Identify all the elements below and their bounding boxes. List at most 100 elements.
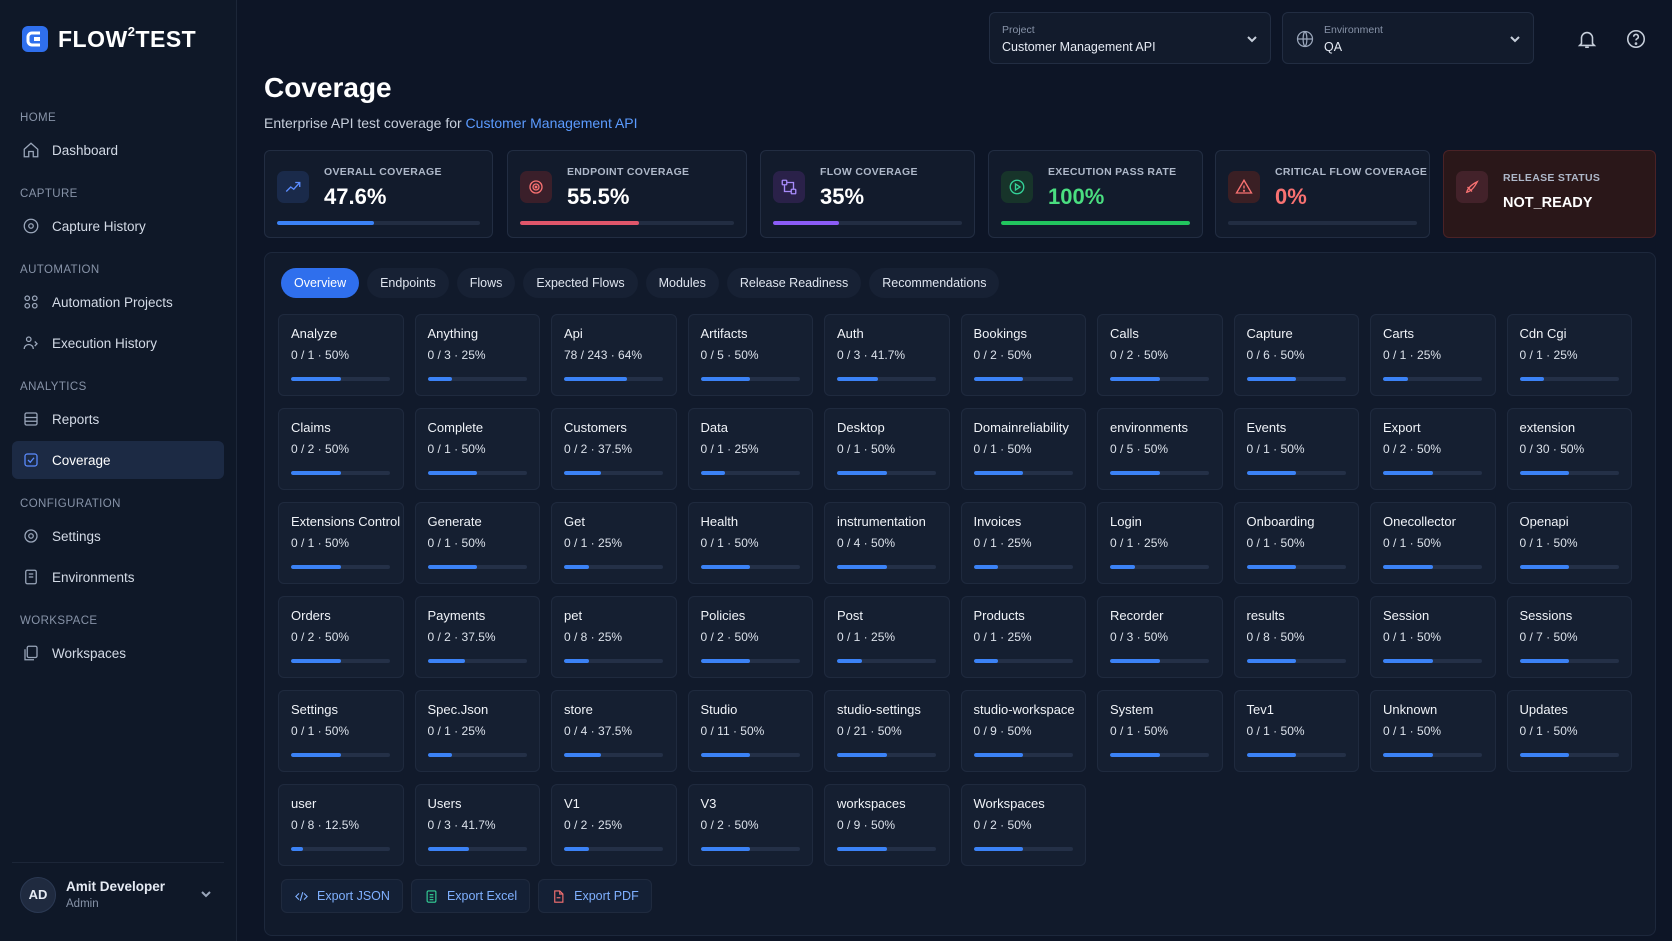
project-select[interactable]: Project Customer Management API — [989, 12, 1271, 64]
tab-recommendations[interactable]: Recommendations — [869, 268, 1000, 298]
module-card[interactable]: Updates 0 / 1 · 50% — [1506, 690, 1632, 772]
module-card[interactable]: workspaces 0 / 9 · 50% — [824, 784, 950, 866]
module-card[interactable]: Events 0 / 1 · 50% — [1233, 408, 1359, 490]
sidebar-item-execution-history[interactable]: Execution History — [12, 324, 224, 362]
module-card[interactable]: Unknown 0 / 1 · 50% — [1370, 690, 1496, 772]
project-link[interactable]: Customer Management API — [465, 115, 638, 131]
sidebar-item-environments[interactable]: Environments — [12, 558, 224, 596]
tab-modules[interactable]: Modules — [645, 268, 719, 298]
environment-select[interactable]: Environment QA — [1282, 12, 1534, 64]
app-logo[interactable]: FLOW2TEST — [20, 24, 196, 54]
module-card[interactable]: Orders 0 / 2 · 50% — [278, 596, 404, 678]
module-card[interactable]: Calls 0 / 2 · 50% — [1097, 314, 1223, 396]
module-card[interactable]: Invoices 0 / 1 · 25% — [960, 502, 1086, 584]
module-card[interactable]: Claims 0 / 2 · 50% — [278, 408, 404, 490]
module-card[interactable]: Auth 0 / 3 · 41.7% — [824, 314, 950, 396]
module-card[interactable]: Health 0 / 1 · 50% — [687, 502, 813, 584]
module-stat: 0 / 1 · 25% — [973, 630, 1032, 644]
tab-flows[interactable]: Flows — [456, 268, 516, 298]
module-card[interactable]: Api 78 / 243 · 64% — [551, 314, 677, 396]
module-stat: 0 / 2 · 50% — [973, 348, 1032, 362]
module-name: Session — [1383, 608, 1430, 623]
export-json-button[interactable]: Export JSON — [281, 879, 403, 913]
module-card[interactable]: Sessions 0 / 7 · 50% — [1506, 596, 1632, 678]
module-progress — [1110, 471, 1209, 475]
module-progress — [837, 753, 936, 757]
sidebar-item-capture-history[interactable]: Capture History — [12, 207, 224, 245]
module-card[interactable]: pet 0 / 8 · 25% — [551, 596, 677, 678]
module-card[interactable]: Carts 0 / 1 · 25% — [1370, 314, 1496, 396]
module-name: Claims — [291, 420, 331, 435]
module-card[interactable]: Generate 0 / 1 · 50% — [414, 502, 540, 584]
module-card[interactable]: V1 0 / 2 · 25% — [551, 784, 677, 866]
module-card[interactable]: Tev1 0 / 1 · 50% — [1233, 690, 1359, 772]
module-card[interactable]: Recorder 0 / 3 · 50% — [1097, 596, 1223, 678]
module-name: Bookings — [973, 326, 1027, 341]
module-progress-fill — [973, 565, 999, 569]
module-card[interactable]: Onecollector 0 / 1 · 50% — [1370, 502, 1496, 584]
module-card[interactable]: results 0 / 8 · 50% — [1233, 596, 1359, 678]
tab-endpoints[interactable]: Endpoints — [367, 268, 449, 298]
sidebar-item-dashboard[interactable]: Dashboard — [12, 131, 224, 169]
module-card[interactable]: Cdn Cgi 0 / 1 · 25% — [1506, 314, 1632, 396]
tab-expected-flows[interactable]: Expected Flows — [523, 268, 638, 298]
module-card[interactable]: studio-workspace 0 / 9 · 50% — [960, 690, 1086, 772]
export-excel-button[interactable]: Export Excel — [410, 879, 531, 913]
module-card[interactable]: Complete 0 / 1 · 50% — [414, 408, 540, 490]
module-card[interactable]: store 0 / 4 · 37.5% — [551, 690, 677, 772]
kpi-value: 55.5% — [567, 184, 630, 209]
module-card[interactable]: Products 0 / 1 · 25% — [960, 596, 1086, 678]
module-card[interactable]: Openapi 0 / 1 · 50% — [1506, 502, 1632, 584]
module-card[interactable]: Extensions Control 0 / 1 · 50% — [278, 502, 404, 584]
sidebar-item-label: Automation Projects — [52, 294, 173, 310]
module-card[interactable]: System 0 / 1 · 50% — [1097, 690, 1223, 772]
module-card[interactable]: Anything 0 / 3 · 25% — [414, 314, 540, 396]
module-card[interactable]: Settings 0 / 1 · 50% — [278, 690, 404, 772]
module-progress-fill — [1246, 565, 1296, 569]
module-card[interactable]: Export 0 / 2 · 50% — [1370, 408, 1496, 490]
module-card[interactable]: environments 0 / 5 · 50% — [1097, 408, 1223, 490]
module-card[interactable]: Onboarding 0 / 1 · 50% — [1233, 502, 1359, 584]
module-card[interactable]: Capture 0 / 6 · 50% — [1233, 314, 1359, 396]
module-stat: 0 / 5 · 50% — [700, 348, 759, 362]
module-card[interactable]: extension 0 / 30 · 50% — [1506, 408, 1632, 490]
module-stat: 0 / 1 · 50% — [291, 724, 350, 738]
module-card[interactable]: Bookings 0 / 2 · 50% — [960, 314, 1086, 396]
sidebar-item-automation-projects[interactable]: Automation Projects — [12, 283, 224, 321]
module-card[interactable]: Artifacts 0 / 5 · 50% — [687, 314, 813, 396]
export-pdf-button[interactable]: Export PDF — [538, 879, 652, 913]
user-menu[interactable]: AD Amit Developer Admin — [12, 862, 224, 926]
module-name: Capture — [1246, 326, 1293, 341]
module-stat: 0 / 1 · 50% — [1383, 724, 1442, 738]
module-card[interactable]: Session 0 / 1 · 50% — [1370, 596, 1496, 678]
module-card[interactable]: Data 0 / 1 · 25% — [687, 408, 813, 490]
bell-icon[interactable] — [1576, 28, 1598, 50]
module-card[interactable]: Login 0 / 1 · 25% — [1097, 502, 1223, 584]
module-card[interactable]: Desktop 0 / 1 · 50% — [824, 408, 950, 490]
tab-overview[interactable]: Overview — [281, 268, 360, 298]
module-card[interactable]: Studio 0 / 11 · 50% — [687, 690, 813, 772]
module-card[interactable]: Domainreliability 0 / 1 · 50% — [960, 408, 1086, 490]
sidebar-item-coverage[interactable]: Coverage — [12, 441, 224, 479]
module-card[interactable]: Post 0 / 1 · 25% — [824, 596, 950, 678]
module-progress — [427, 565, 527, 569]
module-card[interactable]: studio-settings 0 / 21 · 50% — [824, 690, 950, 772]
module-card[interactable]: Policies 0 / 2 · 50% — [687, 596, 813, 678]
tab-release-readiness[interactable]: Release Readiness — [726, 268, 862, 298]
module-card[interactable]: Workspaces 0 / 2 · 50% — [960, 784, 1086, 866]
module-card[interactable]: user 0 / 8 · 12.5% — [278, 784, 404, 866]
module-card[interactable]: instrumentation 0 / 4 · 50% — [824, 502, 950, 584]
sidebar-item-workspaces[interactable]: Workspaces — [12, 634, 224, 672]
sidebar-item-settings[interactable]: Settings — [12, 517, 224, 555]
module-name: Recorder — [1110, 608, 1164, 623]
help-icon[interactable] — [1625, 28, 1647, 50]
module-card[interactable]: Spec.Json 0 / 1 · 25% — [414, 690, 540, 772]
sidebar-item-reports[interactable]: Reports — [12, 400, 224, 438]
module-card[interactable]: Get 0 / 1 · 25% — [551, 502, 677, 584]
module-card[interactable]: V3 0 / 2 · 50% — [687, 784, 813, 866]
module-card[interactable]: Analyze 0 / 1 · 50% — [278, 314, 404, 396]
module-card[interactable]: Payments 0 / 2 · 37.5% — [414, 596, 540, 678]
module-card[interactable]: Users 0 / 3 · 41.7% — [414, 784, 540, 866]
module-progress — [1246, 659, 1346, 663]
module-card[interactable]: Customers 0 / 2 · 37.5% — [551, 408, 677, 490]
